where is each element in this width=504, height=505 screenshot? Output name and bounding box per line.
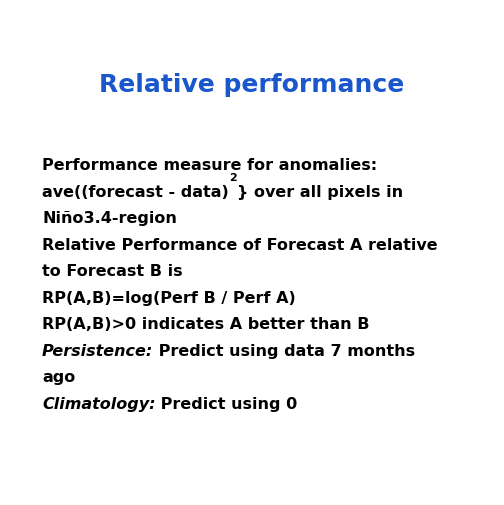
Text: Predict using 0: Predict using 0 [156, 396, 298, 412]
Text: Niño3.4-region: Niño3.4-region [42, 211, 177, 226]
Text: } over all pixels in: } over all pixels in [236, 184, 403, 199]
Text: ave((forecast - data): ave((forecast - data) [42, 184, 229, 199]
Text: ago: ago [42, 370, 75, 385]
Text: Climatology:: Climatology: [42, 396, 156, 412]
Text: Relative Performance of Forecast A relative: Relative Performance of Forecast A relat… [42, 237, 437, 252]
Text: Relative performance: Relative performance [99, 73, 405, 97]
Text: RP(A,B)=log(Perf B / Perf A): RP(A,B)=log(Perf B / Perf A) [42, 290, 296, 306]
Text: 2: 2 [229, 173, 236, 183]
Text: Persistence:: Persistence: [42, 343, 153, 359]
Text: Performance measure for anomalies:: Performance measure for anomalies: [42, 158, 377, 173]
Text: RP(A,B)>0 indicates A better than B: RP(A,B)>0 indicates A better than B [42, 317, 369, 332]
Text: Predict using data 7 months: Predict using data 7 months [153, 343, 415, 359]
Text: to Forecast B is: to Forecast B is [42, 264, 182, 279]
